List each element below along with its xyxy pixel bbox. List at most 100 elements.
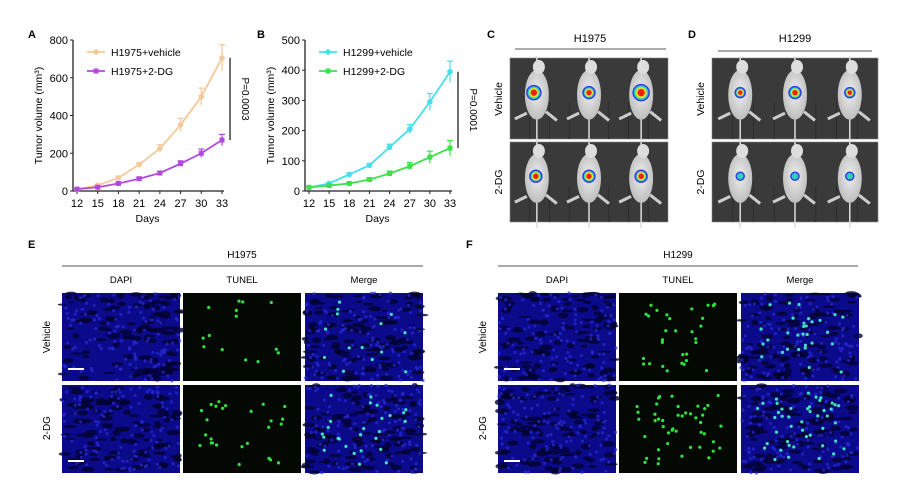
nucleus bbox=[316, 387, 320, 391]
nucleus bbox=[497, 351, 501, 355]
panel-e-col-dapi: DAPI bbox=[110, 275, 132, 286]
tissue-gap bbox=[561, 433, 576, 437]
nucleus bbox=[782, 344, 786, 349]
nucleus bbox=[383, 428, 387, 432]
nucleus bbox=[539, 341, 543, 345]
tunel-positive-cell bbox=[655, 308, 659, 312]
nucleus bbox=[531, 436, 535, 440]
tunel-positive-cell bbox=[261, 402, 265, 406]
nucleus bbox=[772, 425, 776, 430]
data-point bbox=[136, 161, 142, 168]
nucleus bbox=[747, 345, 751, 349]
tissue-gap bbox=[117, 302, 124, 305]
mouse-head bbox=[791, 144, 803, 158]
tunel-positive-cell bbox=[674, 429, 678, 433]
nucleus bbox=[813, 332, 817, 336]
signal-spot bbox=[845, 171, 855, 181]
nucleus bbox=[149, 360, 153, 364]
nucleus bbox=[111, 346, 115, 350]
panel-c-bioluminescence-images bbox=[509, 56, 669, 228]
nucleus bbox=[524, 415, 528, 419]
nucleus bbox=[560, 455, 565, 460]
nucleus bbox=[326, 429, 330, 433]
tunel-positive-cell bbox=[829, 407, 833, 411]
tunel-positive-cell bbox=[404, 370, 408, 374]
tissue-gap bbox=[749, 386, 756, 390]
panel-letter-c: C bbox=[487, 29, 495, 41]
tunel-positive-cell bbox=[656, 417, 661, 421]
nucleus bbox=[349, 328, 354, 333]
nucleus bbox=[820, 433, 824, 438]
tunel-positive-cell bbox=[643, 434, 647, 439]
tunel-positive-cell bbox=[641, 362, 646, 366]
tunel-positive-cell bbox=[694, 337, 698, 341]
nucleus bbox=[361, 405, 365, 409]
nucleus bbox=[751, 368, 755, 372]
tissue-gap bbox=[603, 391, 610, 396]
tissue-gap bbox=[302, 422, 316, 428]
tunel-positive-cell bbox=[694, 416, 698, 420]
nucleus bbox=[168, 392, 172, 396]
nucleus bbox=[855, 343, 860, 347]
nucleus bbox=[553, 332, 557, 337]
tissue-gap bbox=[163, 362, 173, 368]
nucleus bbox=[98, 430, 103, 434]
tissue-gap bbox=[516, 376, 528, 381]
nucleus bbox=[562, 420, 566, 425]
nucleus bbox=[764, 416, 769, 420]
tissue-gap bbox=[816, 349, 828, 354]
tunel-positive-cell bbox=[833, 312, 837, 317]
tunel-positive-cell bbox=[666, 431, 671, 435]
tissue-gap bbox=[151, 312, 165, 316]
tunel-positive-cell bbox=[787, 301, 792, 305]
tissue-gap bbox=[521, 364, 531, 369]
micrograph-tunel bbox=[619, 293, 737, 381]
tissue-gap bbox=[352, 395, 363, 399]
data-point bbox=[74, 186, 80, 192]
mouse-leg bbox=[717, 195, 731, 204]
nucleus bbox=[556, 398, 560, 402]
nucleus bbox=[117, 387, 121, 392]
tissue-gap bbox=[498, 356, 513, 361]
tissue-gap bbox=[365, 353, 379, 356]
nucleus bbox=[397, 353, 401, 357]
tunel-positive-cell bbox=[676, 413, 680, 417]
tunel-positive-cell bbox=[680, 414, 684, 418]
mouse-leg bbox=[772, 195, 786, 204]
nucleus bbox=[526, 317, 530, 321]
nucleus bbox=[412, 343, 417, 347]
nucleus bbox=[103, 428, 107, 432]
nucleus bbox=[415, 387, 419, 392]
nucleus bbox=[376, 384, 380, 388]
nucleus bbox=[553, 295, 557, 300]
tissue-gap bbox=[495, 463, 505, 469]
tunel-positive-cell bbox=[763, 446, 767, 450]
data-point bbox=[406, 126, 413, 132]
nucleus bbox=[120, 466, 124, 471]
y-tick-label: 200 bbox=[282, 126, 300, 138]
tunel-positive-cell bbox=[245, 441, 249, 446]
x-axis-label: Days bbox=[136, 213, 160, 225]
tissue-gap bbox=[391, 464, 403, 471]
nucleus bbox=[325, 330, 330, 335]
tissue-gap bbox=[141, 371, 155, 375]
tissue-gap bbox=[95, 397, 106, 404]
nucleus bbox=[573, 307, 577, 311]
nucleus bbox=[766, 392, 770, 396]
nucleus bbox=[537, 378, 541, 382]
tissue-gap bbox=[822, 390, 831, 396]
data-point bbox=[346, 180, 352, 186]
nucleus bbox=[542, 461, 547, 466]
nucleus bbox=[521, 298, 525, 302]
nucleus bbox=[79, 321, 83, 325]
nucleus bbox=[163, 455, 167, 460]
tissue-gap bbox=[778, 356, 788, 362]
tissue-gap bbox=[65, 294, 72, 300]
nucleus bbox=[113, 329, 117, 333]
nucleus bbox=[747, 450, 751, 454]
nucleus bbox=[785, 452, 789, 456]
nucleus bbox=[820, 386, 824, 390]
tissue-gap bbox=[156, 438, 164, 442]
tunel-positive-cell bbox=[207, 333, 211, 338]
